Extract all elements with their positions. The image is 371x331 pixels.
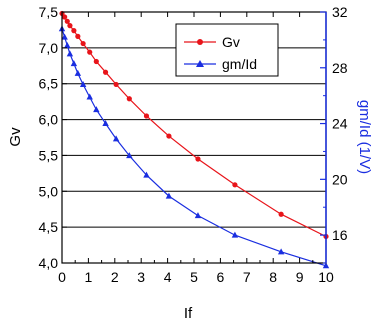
data-point-gv bbox=[87, 49, 93, 55]
y-tick-label: 6,5 bbox=[39, 76, 59, 92]
data-point-gmid bbox=[112, 135, 120, 142]
data-point-gmid bbox=[93, 106, 100, 113]
axes: 0 1 2 3 4 5 6 7 8 9 10 4,0 4,5 5,0 5,5 6,0 6,5 7,0 7,5 16 20… bbox=[39, 4, 348, 285]
data-point-gv bbox=[75, 33, 81, 39]
x-tick-label: 7 bbox=[243, 269, 251, 285]
data-point-gmid bbox=[61, 33, 68, 40]
y2-axis-title: gm/Id (1/V) bbox=[356, 100, 371, 174]
y2-tick-label: 16 bbox=[332, 227, 348, 243]
x-tick-label: 0 bbox=[58, 269, 66, 285]
data-point-gv bbox=[126, 96, 132, 102]
data-point-gmid bbox=[143, 171, 150, 178]
data-point-gmid bbox=[74, 69, 82, 76]
x-tick-label: 4 bbox=[164, 269, 172, 285]
data-point-gmid bbox=[231, 231, 239, 238]
legend-marker-gv bbox=[197, 39, 203, 45]
y-tick-label: 7,0 bbox=[39, 40, 59, 56]
data-point-gmid bbox=[102, 120, 109, 127]
data-point-gmid bbox=[86, 93, 93, 100]
data-point-gmid bbox=[70, 60, 78, 67]
data-point-gmid bbox=[277, 248, 285, 255]
data-point-gv bbox=[102, 69, 109, 75]
data-point-gmid bbox=[165, 192, 173, 199]
legend: Gv gm/Id bbox=[175, 23, 279, 77]
legend-label-gmid: gm/Id bbox=[222, 56, 257, 72]
y-tick-label: 6,0 bbox=[39, 112, 59, 128]
data-point-gv bbox=[80, 40, 86, 47]
x-tick-label: 10 bbox=[318, 269, 334, 285]
data-point-gv bbox=[62, 14, 68, 20]
data-point-gmid bbox=[79, 81, 87, 88]
y2-tick-label: 28 bbox=[332, 60, 348, 76]
y-tick-label: 4,0 bbox=[39, 255, 59, 271]
x-axis-title: If bbox=[184, 305, 193, 322]
x-tick-label: 6 bbox=[217, 269, 225, 285]
y2-tick-label: 24 bbox=[332, 116, 348, 132]
y-tick-label: 5,5 bbox=[39, 147, 59, 163]
y2-tick-label: 20 bbox=[332, 171, 348, 187]
data-point-gv bbox=[113, 81, 119, 88]
x-tick-label: 2 bbox=[111, 269, 119, 285]
data-point-gmid bbox=[126, 152, 133, 159]
data-point-gv bbox=[64, 18, 70, 24]
y-tick-label: 7,5 bbox=[39, 4, 59, 20]
data-point-gmid bbox=[194, 212, 202, 219]
x-tick-label: 1 bbox=[85, 269, 93, 285]
data-point-gv bbox=[93, 58, 99, 65]
x-tick-label: 8 bbox=[269, 269, 277, 285]
y-tick-label: 4,5 bbox=[39, 219, 59, 235]
legend-label-gv: Gv bbox=[222, 34, 240, 50]
data-point-gv bbox=[71, 28, 77, 34]
data-point-gmid bbox=[64, 41, 71, 48]
data-point-gv bbox=[278, 211, 284, 217]
data-point-gv bbox=[67, 23, 73, 29]
x-tick-label: 9 bbox=[296, 269, 304, 285]
grid bbox=[62, 11, 326, 264]
legend-marker-gmid bbox=[196, 60, 204, 67]
x-tick-label: 5 bbox=[190, 269, 198, 285]
data-point-gv bbox=[232, 182, 238, 188]
data-point-gmid bbox=[66, 50, 74, 57]
y-axis-title: Gv bbox=[7, 127, 24, 147]
y2-tick-label: 32 bbox=[332, 4, 348, 20]
data-point-gmid bbox=[322, 262, 330, 269]
y-tick-label: 5,0 bbox=[39, 183, 59, 199]
data-point-gv bbox=[143, 113, 150, 119]
data-point-gv bbox=[195, 156, 201, 162]
legend-box bbox=[175, 23, 279, 77]
data-point-gv bbox=[166, 133, 172, 139]
x-tick-label: 3 bbox=[137, 269, 145, 285]
